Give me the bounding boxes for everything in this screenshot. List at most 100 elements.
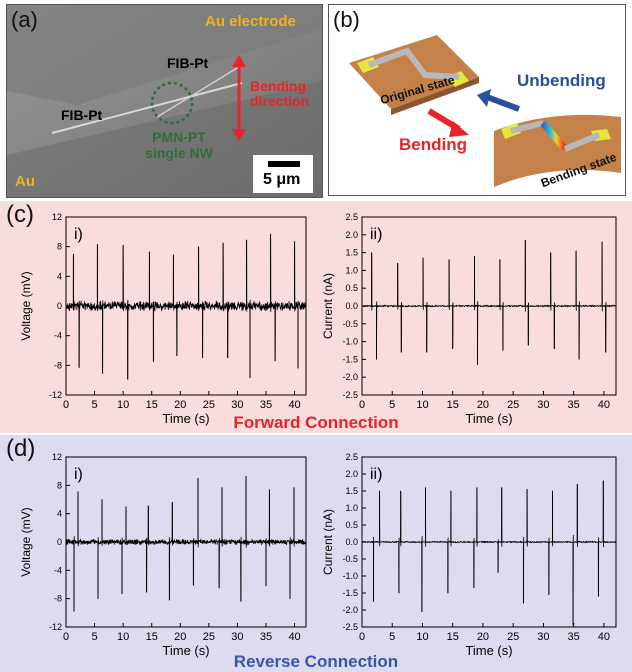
x-tick-label: 15 [146, 631, 158, 643]
bending-word: Bending [250, 78, 306, 94]
subplot-label: ii) [370, 466, 382, 483]
schematic-panel: (b) Original state Unbending Bending Ben… [328, 4, 626, 196]
bending-label: Bending [399, 135, 467, 154]
y-tick-label: -4 [54, 331, 62, 341]
x-tick-label: 20 [174, 399, 186, 411]
y-axis-label: Current (nA) [321, 509, 335, 575]
y-tick-label: -1.5 [342, 354, 358, 364]
y-tick-label: 2.5 [345, 452, 358, 462]
y-tick-label: 2.5 [345, 212, 358, 222]
panel-a-label: (a) [11, 7, 38, 32]
y-tick-label: -0.5 [342, 554, 358, 564]
x-tick-label: 15 [447, 399, 459, 411]
y-tick-label: -8 [54, 360, 62, 370]
y-tick-label: 8 [57, 242, 62, 252]
x-tick-label: 35 [568, 399, 580, 411]
y-tick-label: -8 [54, 594, 62, 604]
original-nanowire [367, 47, 460, 80]
x-tick-label: 30 [537, 631, 549, 643]
bent-nanowire [540, 120, 568, 152]
y-tick-label: 1.0 [345, 503, 358, 513]
y-axis-label: Current (nA) [321, 273, 335, 339]
panel-b-label: (b) [333, 7, 360, 32]
x-axis-label: Time (s) [465, 411, 512, 426]
nanowire-label: PMN-PT single NW [129, 129, 229, 161]
x-tick-label: 15 [146, 399, 158, 411]
y-tick-label: 0.5 [345, 520, 358, 530]
chart-c-current: -2.5 -2.0 -1.5 -1.0 -0.5 0.0 0.5 1.0 1.5 2.0 2.5 0 5… [321, 212, 617, 426]
x-tick-label: 40 [598, 631, 610, 643]
panel-c-label: (c) [6, 201, 34, 228]
x-tick-label: 5 [389, 631, 395, 643]
x-tick-label: 0 [63, 631, 69, 643]
au-electrode-label: Au electrode [205, 13, 296, 30]
schematic-illustration [349, 35, 621, 187]
forward-connection-caption: Forward Connection [233, 413, 399, 432]
y-tick-label: -12 [49, 622, 62, 632]
bending-direction-label: Bending direction [250, 79, 309, 109]
x-axis-label: Time (s) [162, 643, 209, 658]
subplot-label: i) [74, 466, 83, 483]
scale-bar [268, 161, 300, 167]
nanowire-label-line1: PMN-PT [152, 129, 206, 145]
y-tick-label: -1.5 [342, 588, 358, 598]
nanowire-marker [150, 81, 194, 125]
y-tick-label: 1.5 [345, 486, 358, 496]
nanowire-label-line2: single NW [145, 145, 213, 161]
y-tick-label: 1.5 [345, 248, 358, 258]
x-tick-label: 10 [117, 399, 129, 411]
au-label: Au [15, 173, 35, 190]
y-tick-label: 4 [57, 509, 62, 519]
reverse-connection-panel: (d) Reverse Connection [0, 435, 632, 672]
bent-substrate [494, 114, 621, 187]
signal-trace [361, 480, 617, 626]
x-tick-label: 5 [92, 631, 98, 643]
x-tick-label: 20 [174, 631, 186, 643]
y-tick-label: 12 [52, 452, 62, 462]
x-tick-label: 30 [231, 631, 243, 643]
chart-c-voltage: -12 -8 -4 0 4 8 12 0 5 10 15 20 25 30 35 40 Time (s) Volt… [19, 212, 307, 426]
fib-pt-top-label: FIB-Pt [167, 55, 209, 71]
x-tick-label: 10 [416, 399, 428, 411]
subplot-label: ii) [370, 226, 382, 243]
fib-pt-left-label: FIB-Pt [61, 107, 103, 123]
x-tick-label: 30 [231, 399, 243, 411]
x-tick-label: 40 [288, 399, 300, 411]
direction-word: direction [250, 93, 310, 109]
chart-d-voltage: -12 -8 -4 0 4 8 12 0 5 10 15 20 25 30 35 40 Time (s) Volt… [19, 452, 307, 658]
signal-trace [65, 233, 307, 380]
signal-trace [65, 475, 307, 612]
y-tick-label: 8 [57, 480, 62, 490]
y-tick-label: -0.5 [342, 319, 358, 329]
y-tick-label: 4 [57, 271, 62, 281]
scale-bar-label: 5 μm [263, 171, 301, 188]
signal-trace [361, 239, 617, 366]
x-tick-label: 40 [598, 399, 610, 411]
y-tick-label: 2.0 [345, 230, 358, 240]
y-tick-label: -2.5 [342, 622, 358, 632]
sem-image [7, 5, 322, 197]
y-tick-label: 12 [52, 212, 62, 222]
sem-image-panel: (a) Au electrode Au FIB-Pt FIB-Pt Bendin… [6, 4, 323, 198]
y-tick-label: 0.0 [345, 537, 358, 547]
x-tick-label: 0 [359, 399, 365, 411]
x-axis-label: Time (s) [162, 411, 209, 426]
x-tick-label: 35 [260, 399, 272, 411]
y-tick-label: -12 [49, 390, 62, 400]
original-substrate [349, 35, 479, 109]
y-tick-label: 0 [57, 537, 62, 547]
y-tick-label: -1.0 [342, 571, 358, 581]
x-tick-label: 25 [203, 631, 215, 643]
y-tick-label: 0.5 [345, 283, 358, 293]
y-tick-label: 2.0 [345, 469, 358, 479]
y-tick-label: -2.0 [342, 372, 358, 382]
y-tick-label: 1.0 [345, 265, 358, 275]
reverse-connection-caption: Reverse Connection [233, 652, 399, 671]
x-tick-label: 10 [416, 631, 428, 643]
x-tick-label: 25 [507, 631, 519, 643]
x-tick-label: 25 [203, 399, 215, 411]
x-tick-label: 15 [447, 631, 459, 643]
x-tick-label: 40 [288, 631, 300, 643]
x-tick-label: 35 [568, 631, 580, 643]
x-tick-label: 20 [477, 399, 489, 411]
